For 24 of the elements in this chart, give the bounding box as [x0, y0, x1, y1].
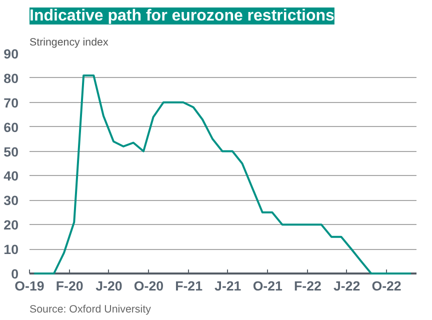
chart-title: Indicative path for eurozone restrictions: [30, 8, 335, 24]
line-series: [33, 74, 412, 274]
y-tick-label: 30: [4, 193, 19, 208]
x-tick-label: O-20: [134, 278, 164, 294]
y-tick-label: 20: [4, 218, 19, 233]
y-tick-label: 10: [4, 242, 19, 258]
y-tick-label: 60: [4, 120, 19, 135]
x-tick-label: O-22: [372, 278, 402, 294]
y-tick-label: 50: [4, 144, 19, 160]
x-tick-label: F-21: [175, 278, 204, 294]
y-tick-label: 70: [4, 95, 19, 110]
x-tick-label: O-19: [14, 278, 44, 294]
y-tick-label: 0: [11, 266, 19, 282]
y-tick-label: 80: [4, 70, 19, 86]
x-tick-label: O-21: [252, 278, 284, 294]
source-note: Source: Oxford University: [30, 304, 152, 316]
x-tick-label: J-21: [214, 278, 242, 294]
x-tick-label: J-20: [96, 278, 122, 294]
y-axis-title: Stringency index: [30, 36, 109, 48]
x-tick-label: J-22: [333, 278, 360, 294]
x-tick-label: F-20: [56, 278, 84, 294]
y-tick-label: 90: [4, 46, 19, 62]
x-tick-label: F-22: [294, 278, 322, 294]
y-tick-label: 40: [4, 168, 19, 184]
